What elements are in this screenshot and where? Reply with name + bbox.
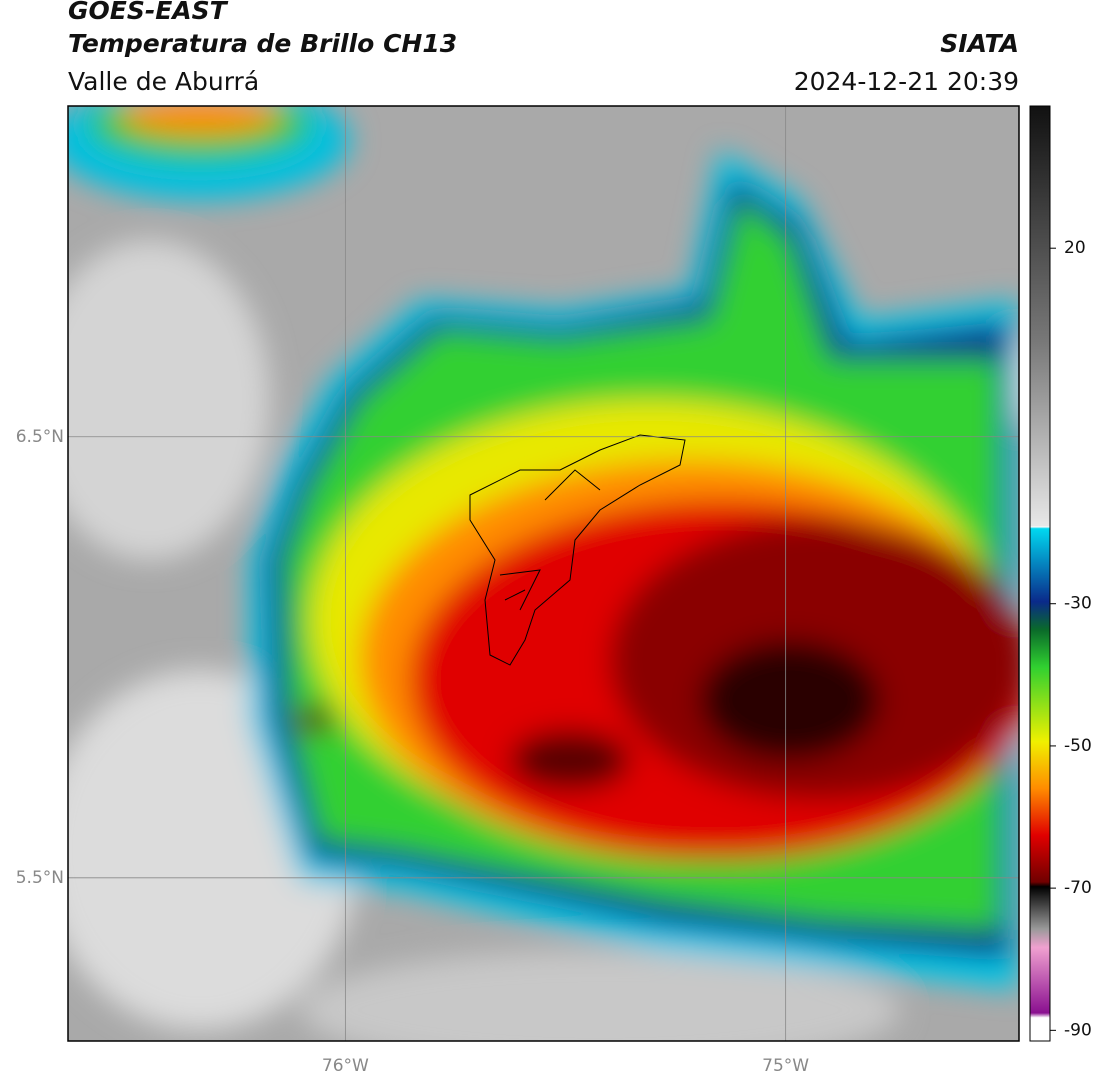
colorbar-tick-label: -90 — [1064, 1020, 1092, 1040]
colorbar-tick-label: -70 — [1064, 878, 1092, 898]
y-tick-label: 5.5°N — [16, 868, 64, 888]
x-tick-label: 76°W — [322, 1056, 369, 1076]
municipal-boundaries — [469, 434, 686, 666]
colorbar-tick-label: 20 — [1064, 238, 1086, 258]
colorbar — [1029, 105, 1051, 1042]
colorbar-tick-label: -30 — [1064, 594, 1092, 614]
graticule — [68, 106, 1019, 1041]
colorbar-tick-label: -50 — [1064, 736, 1092, 756]
satellite: GOES-EAST — [68, 0, 229, 25]
datetime: 2024-12-21 20:39 — [794, 67, 1019, 96]
x-tick-label: 75°W — [762, 1056, 809, 1076]
source: SIATA — [940, 29, 1019, 58]
product: Temperatura de Brillo CH13 — [68, 29, 457, 58]
region: Valle de Aburrá — [68, 67, 259, 96]
y-tick-label: 6.5°N — [16, 427, 64, 447]
imagery — [68, 106, 1019, 1041]
map-frame — [67, 105, 1020, 1042]
